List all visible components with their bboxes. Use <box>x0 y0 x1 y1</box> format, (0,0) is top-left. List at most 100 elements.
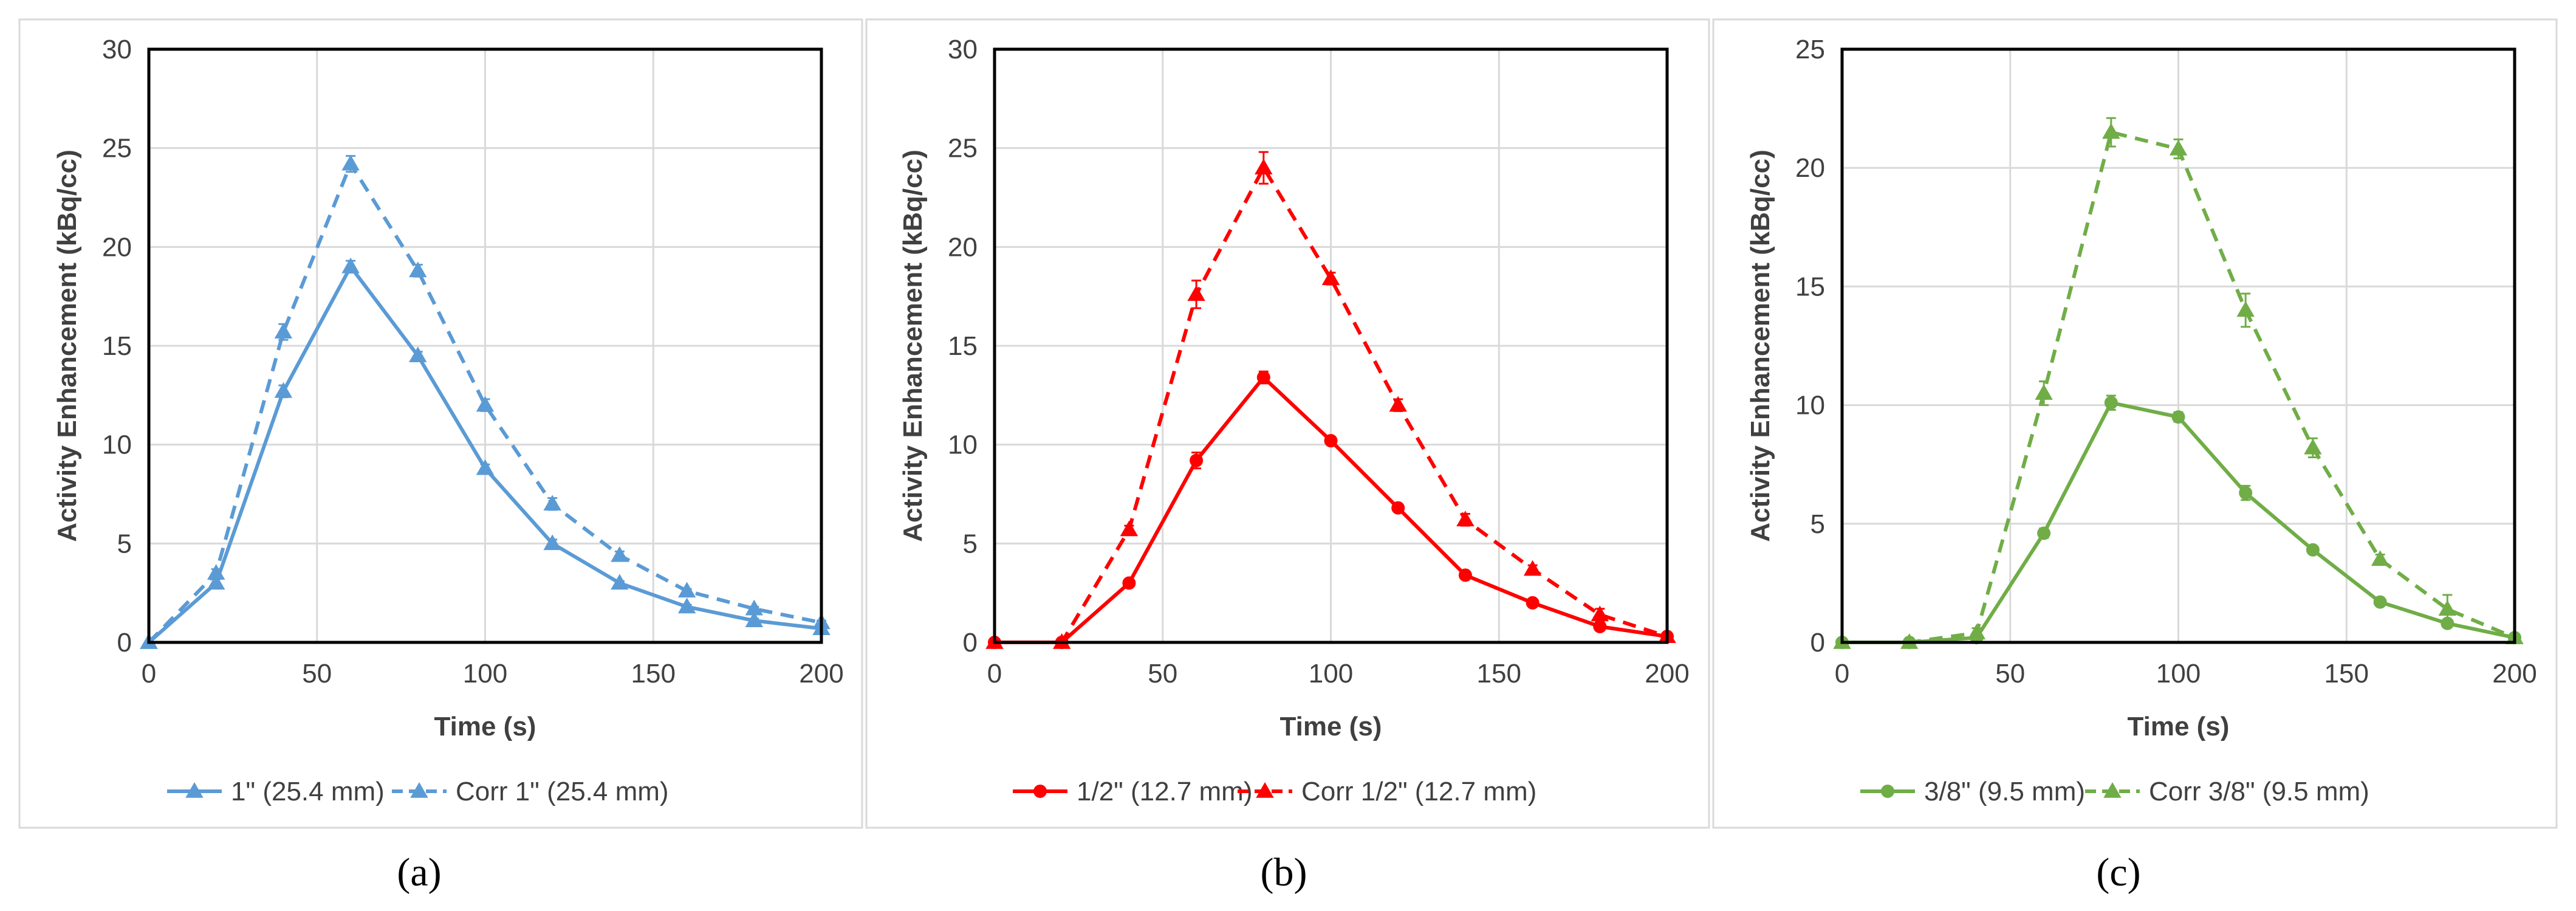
data-point <box>2102 123 2120 139</box>
legend-swatch-marker <box>2103 782 2122 798</box>
x-tick-label: 0 <box>1835 659 1849 689</box>
x-axis-title: Time (s) <box>434 712 536 741</box>
y-tick-label: 20 <box>948 232 978 262</box>
y-tick-label: 0 <box>963 628 978 658</box>
data-point <box>611 574 629 590</box>
legend-swatch-marker <box>185 782 204 798</box>
legend-label: 1" (25.4 mm) <box>231 777 385 806</box>
data-point <box>476 459 495 475</box>
legend-swatch-marker <box>1033 785 1047 798</box>
series-corrected <box>140 154 831 649</box>
data-point <box>2104 396 2118 410</box>
plot-area-border <box>993 47 1669 644</box>
y-tick-label: 10 <box>1795 391 1825 421</box>
data-point <box>1120 520 1139 537</box>
data-point <box>1187 285 1205 301</box>
data-point <box>476 396 495 412</box>
x-tick-label: 100 <box>2156 659 2201 689</box>
x-tick-label: 100 <box>463 659 507 689</box>
x-tick-label: 50 <box>302 659 332 689</box>
data-point <box>1967 624 1986 640</box>
legend-swatch-marker <box>410 782 428 798</box>
data-point <box>745 599 764 616</box>
legend: 3/8" (9.5 mm) Corr 3/8" (9.5 mm) <box>1860 777 2369 806</box>
data-point <box>1122 576 1136 590</box>
x-tick-label: 0 <box>987 659 1002 689</box>
y-tick-label: 5 <box>963 529 978 559</box>
data-point <box>543 534 561 551</box>
y-tick-label: 30 <box>102 35 132 64</box>
legend: 1" (25.4 mm) Corr 1" (25.4 mm) <box>167 777 669 806</box>
x-tick-label: 150 <box>631 659 676 689</box>
x-tick-label: 50 <box>1995 659 2025 689</box>
y-tick-label: 10 <box>948 430 978 460</box>
data-point <box>1456 511 1475 527</box>
y-tick-label: 25 <box>102 134 132 163</box>
data-point <box>207 574 225 590</box>
data-point <box>1526 596 1540 610</box>
y-axis-title: Activity Enhancement (kBq/cc) <box>52 150 82 542</box>
chart-panel-2: 0 5 10 15 20 25 30 0 50 100 150 200 Time (s) Activity… <box>865 18 1710 895</box>
y-tick-label: 30 <box>948 35 978 64</box>
x-axis-title: Time (s) <box>2128 712 2230 741</box>
y-tick-label: 15 <box>102 331 132 361</box>
data-point <box>1321 269 1340 286</box>
y-tick-label: 20 <box>102 232 132 262</box>
legend-swatch-marker <box>1256 782 1274 798</box>
legend-swatch-marker <box>1881 785 1894 798</box>
data-point <box>611 546 629 562</box>
y-tick-label: 15 <box>948 331 978 361</box>
x-tick-label: 200 <box>1645 659 1689 689</box>
panel-label: (b) <box>1261 850 1307 895</box>
data-point <box>1593 619 1607 633</box>
data-point <box>2037 526 2051 540</box>
plot-area-border <box>147 47 823 644</box>
y-tick-label: 0 <box>1810 628 1825 658</box>
data-point <box>341 154 360 171</box>
y-axis-title: Activity Enhancement (kBq/cc) <box>1745 150 1775 542</box>
data-point <box>409 346 427 363</box>
series-corrected <box>1833 117 2524 649</box>
x-tick-label: 100 <box>1309 659 1353 689</box>
data-point <box>2304 438 2322 455</box>
series-line <box>147 162 822 644</box>
data-point <box>1255 159 1273 174</box>
series-line <box>995 166 1668 644</box>
data-point <box>1591 605 1609 622</box>
data-point <box>1458 568 1472 582</box>
data-point <box>2169 139 2188 156</box>
data-point <box>1190 453 1204 467</box>
data-point <box>207 564 225 580</box>
x-axis-title: Time (s) <box>1280 712 1382 741</box>
y-tick-label: 5 <box>117 529 132 559</box>
chart-panel-1: 0 5 10 15 20 25 30 0 50 100 150 200 Time (s) Activity… <box>18 18 863 895</box>
data-point <box>2373 595 2387 609</box>
series-corrected <box>985 151 1676 649</box>
data-point <box>274 382 293 398</box>
data-point <box>341 257 360 273</box>
plot-area-border <box>1840 47 2516 644</box>
panel-label: (a) <box>397 850 441 895</box>
data-point <box>1523 560 1542 576</box>
y-tick-label: 15 <box>1795 272 1825 301</box>
x-tick-label: 200 <box>799 659 843 689</box>
data-point <box>677 597 696 614</box>
y-tick-label: 0 <box>117 628 132 658</box>
chart-panel-3: 0 5 10 15 20 25 0 50 100 150 200 Time (s) Activity E… <box>1712 18 2558 895</box>
data-point <box>2035 384 2053 400</box>
panel-label: (c) <box>2096 850 2140 895</box>
y-tick-label: 10 <box>102 430 132 460</box>
data-point <box>2438 600 2457 616</box>
data-point <box>1256 371 1270 385</box>
data-point <box>2236 301 2255 317</box>
legend: 1/2" (12.7 mm) Corr 1/2" (12.7 mm) <box>1013 777 1536 806</box>
x-tick-label: 50 <box>1148 659 1177 689</box>
data-point <box>1391 501 1405 515</box>
panel-frame <box>1712 18 2558 829</box>
legend-label: Corr 1/2" (12.7 mm) <box>1301 777 1536 806</box>
data-point <box>1324 434 1338 448</box>
y-tick-label: 5 <box>1810 509 1825 539</box>
data-point <box>745 611 764 627</box>
x-tick-label: 150 <box>1477 659 1521 689</box>
data-point <box>2171 410 2185 424</box>
